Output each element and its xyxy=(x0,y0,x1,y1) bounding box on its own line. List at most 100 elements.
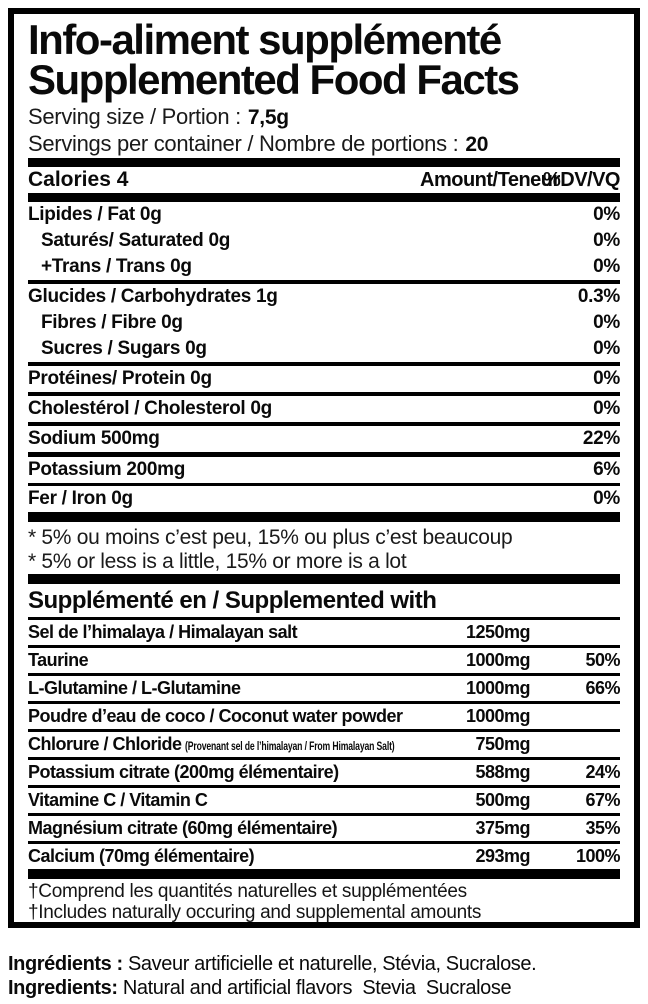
table-row: Fibres / Fibre 0g 0% xyxy=(28,310,620,336)
serving-size-label: Serving size / Portion : xyxy=(28,104,241,129)
supplement-dv: 50% xyxy=(585,650,620,670)
ingredients-english-line: Ingredients: Natural and artificial flav… xyxy=(8,976,648,1000)
supplement-label: Potassium citrate (200mg élémentaire) xyxy=(28,762,339,782)
nutrient-label: Fer / Iron 0g xyxy=(28,488,133,509)
supplement-label: Taurine xyxy=(28,650,89,670)
servings-per-container-label: Servings per container / Nombre de porti… xyxy=(28,131,459,156)
nutrient-dv: 0% xyxy=(593,488,620,509)
table-row: Sucres / Sugars 0g 0% xyxy=(28,336,620,362)
supplemented-food-facts-box: Info-aliment supplémenté Supplemented Fo… xyxy=(8,8,640,928)
serving-size-value: 7,5g xyxy=(247,106,289,129)
supplement-amount: 588mg xyxy=(475,762,530,782)
supplement-dv: 35% xyxy=(585,818,620,838)
nutrient-dv: 22% xyxy=(582,428,620,449)
nutrient-dv: 0% xyxy=(593,338,620,359)
nutrient-label: Sodium 500mg xyxy=(28,428,160,449)
divider xyxy=(28,617,620,620)
nutrient-label: +Trans / Trans 0g xyxy=(41,256,192,277)
supplement-dv: 67% xyxy=(585,790,620,810)
footnote-french: * 5% ou moins c’est peu, 15% ou plus c’e… xyxy=(28,526,513,549)
table-row: Poudre d’eau de coco / Coconut water pow… xyxy=(28,704,620,732)
table-row: +Trans / Trans 0g 0% xyxy=(28,254,620,280)
calories-value: Calories 4 xyxy=(28,168,129,191)
table-row: Chlorure / Chloride (Provenant sel de l’h… xyxy=(28,732,620,760)
nutrient-label: Saturés/ Saturated 0g xyxy=(41,230,231,251)
supplement-label: Magnésium citrate (60mg élémentaire) xyxy=(28,818,338,838)
ingredients-french-line: Ingrédients : Saveur artificielle et nat… xyxy=(8,952,648,976)
table-row: Potassium 200mg 6% xyxy=(28,457,620,483)
table-row: Potassium citrate (200mg élémentaire) 588… xyxy=(28,760,621,788)
servings-per-container-line: Servings per container / Nombre de porti… xyxy=(28,131,620,158)
table-row: Saturés/ Saturated 0g 0% xyxy=(28,228,620,254)
table-row: Calcium (70mg élémentaire) 293mg 100% xyxy=(28,844,621,869)
dv-footnotes: * 5% ou moins c’est peu, 15% ou plus c’e… xyxy=(28,522,620,574)
table-row: Fer / Iron 0g 0% xyxy=(28,486,620,512)
nutrient-label: Protéines/ Protein 0g xyxy=(28,368,212,389)
supplement-amount: 375mg xyxy=(475,818,530,838)
supplement-label: Poudre d’eau de coco / Coconut water pow… xyxy=(28,706,403,726)
table-row: Magnésium citrate (60mg élémentaire) 375m… xyxy=(28,816,621,844)
title-english: Supplemented Food Facts xyxy=(28,56,520,103)
ingredients-section: Ingrédients : Saveur artificielle et nat… xyxy=(8,952,648,1000)
table-row: Vitamine C / Vitamin C 500mg 67% xyxy=(28,788,621,816)
divider xyxy=(28,280,620,284)
supplement-dv: 24% xyxy=(585,762,620,782)
title-french: Info-aliment supplémenté xyxy=(28,16,502,63)
nutrient-table: Lipides / Fat 0g 0% Saturés/ Saturated 0g… xyxy=(28,202,620,512)
nutrient-label: Fibres / Fibre 0g xyxy=(41,312,183,333)
nutrient-dv: 0% xyxy=(593,230,620,251)
daily-value-column-header: %DV/VQ xyxy=(542,168,621,191)
dagger-note-english: †Includes naturally occuring and supplem… xyxy=(28,902,482,923)
supplement-amount: 1000mg xyxy=(465,650,531,670)
nutrient-dv: 0% xyxy=(593,204,620,225)
supplement-amount: 1000mg xyxy=(465,678,531,698)
nutrient-label: Glucides / Carbohydrates 1g xyxy=(28,286,278,307)
divider-thick-above-footnotes xyxy=(28,512,620,522)
serving-info: Serving size / Portion : 7,5g Servings pe… xyxy=(28,104,620,158)
divider-thick-below-calories xyxy=(28,193,620,202)
divider xyxy=(28,422,620,426)
nutrient-dv: 0.3% xyxy=(577,286,620,307)
footnote-english: * 5% or less is a little, 15% or more is… xyxy=(28,550,407,573)
supplement-label: Calcium (70mg élémentaire) xyxy=(28,846,255,866)
ingredients-english-label: Ingredients: xyxy=(8,977,118,999)
supplement-amount: 293mg xyxy=(475,846,530,866)
divider-thick-above-supplements xyxy=(28,574,620,584)
supplement-amount: 500mg xyxy=(475,790,530,810)
calories-header-row: Calories 4 Amount/Teneur %DV/VQ xyxy=(28,167,621,193)
table-row: Sel de l’himalaya / Himalayan salt 1250mg xyxy=(28,620,620,648)
serving-size-line: Serving size / Portion : 7,5g xyxy=(28,104,620,131)
table-row: L-Glutamine / L-Glutamine 1000mg 66% xyxy=(28,676,621,704)
divider xyxy=(28,362,620,366)
supplements-table: Sel de l’himalaya / Himalayan salt 1250mg… xyxy=(28,620,621,869)
amount-column-header: Amount/Teneur xyxy=(420,168,560,191)
supplement-dv: 66% xyxy=(585,678,620,698)
ingredients-english-value: Natural and artificial flavors Stevia Su… xyxy=(122,977,512,999)
supplement-label: L-Glutamine / L-Glutamine xyxy=(28,678,241,698)
supplement-label: Sel de l’himalaya / Himalayan salt xyxy=(28,622,298,642)
supplement-label: Chlorure / Chloride (Provenant sel de l’h… xyxy=(28,734,395,754)
divider xyxy=(28,392,620,396)
nutrient-dv: 6% xyxy=(593,459,620,480)
supplement-note: (Provenant sel de l’himalayan / From Him… xyxy=(184,739,395,753)
nutrient-label: Cholestérol / Cholesterol 0g xyxy=(28,398,272,419)
supplement-amount: 750mg xyxy=(475,734,530,754)
table-row: Glucides / Carbohydrates 1g 0.3% xyxy=(28,284,620,310)
supplements-heading: Supplémenté en / Supplemented with xyxy=(28,587,437,614)
divider-thick-above-dagger-notes xyxy=(28,869,620,879)
supplement-amount: 1000mg xyxy=(465,706,531,726)
supplement-dv: 100% xyxy=(575,846,621,866)
nutrient-dv: 0% xyxy=(593,256,620,277)
supplement-amount: 1250mg xyxy=(465,622,531,642)
ingredients-french-label: Ingrédients : xyxy=(8,953,123,975)
nutrient-label: Sucres / Sugars 0g xyxy=(41,338,207,359)
divider xyxy=(28,483,620,486)
nutrient-dv: 0% xyxy=(593,398,620,419)
servings-per-container-value: 20 xyxy=(465,133,489,156)
nutrient-label: Potassium 200mg xyxy=(28,459,186,480)
table-row: Taurine 1000mg 50% xyxy=(28,648,621,676)
table-row: Sodium 500mg 22% xyxy=(28,426,620,452)
nutrient-dv: 0% xyxy=(593,312,620,333)
divider-thick-top xyxy=(28,158,620,167)
